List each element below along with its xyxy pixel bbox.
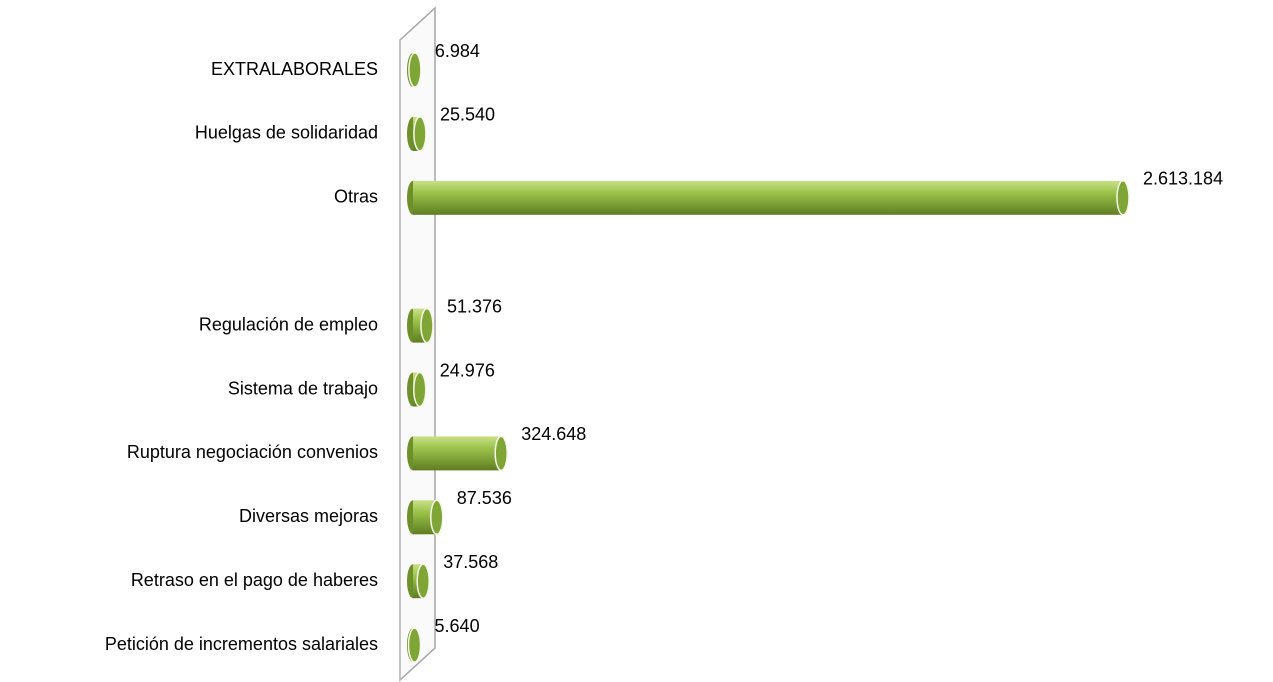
bar-cap — [407, 627, 422, 663]
bar-body — [413, 436, 502, 471]
bar — [407, 435, 508, 472]
bar-cap — [420, 307, 434, 344]
bar-cap — [408, 52, 422, 88]
value-label: 25.540 — [440, 105, 495, 125]
value-label: 87.536 — [457, 488, 512, 508]
bar-cap — [1116, 180, 1130, 216]
category-label: Retraso en el pago de haberes — [131, 570, 378, 590]
category-label: Sistema de trabajo — [228, 378, 378, 398]
category-label: Huelgas de solidaridad — [195, 123, 378, 143]
value-label: 6.984 — [435, 41, 480, 61]
value-label: 2.613.184 — [1143, 169, 1223, 189]
bar-cap — [413, 371, 427, 408]
bar — [407, 52, 422, 88]
bar-cap — [416, 563, 430, 599]
bar — [407, 371, 427, 408]
bar — [407, 627, 422, 663]
category-label: EXTRALABORALES — [211, 59, 378, 79]
category-label: Petición de incrementos salariales — [105, 634, 378, 654]
bar — [407, 499, 444, 536]
bar-cap — [494, 435, 508, 472]
category-label: Regulación de empleo — [199, 314, 378, 334]
bar-cap — [413, 116, 427, 152]
category-label: Otras — [334, 187, 378, 207]
bar — [407, 307, 434, 344]
value-label: 24.976 — [440, 360, 495, 380]
bar-cap — [430, 499, 444, 536]
value-label: 51.376 — [447, 296, 502, 316]
value-label: 37.568 — [443, 552, 498, 572]
value-label: 5.640 — [435, 616, 480, 636]
value-label: 324.648 — [521, 424, 586, 444]
category-label: Diversas mejoras — [239, 506, 378, 526]
category-label: Ruptura negociación convenios — [127, 442, 378, 462]
bar — [407, 563, 430, 599]
bar-body — [413, 180, 1123, 215]
bar — [407, 116, 427, 152]
bar — [407, 180, 1130, 216]
